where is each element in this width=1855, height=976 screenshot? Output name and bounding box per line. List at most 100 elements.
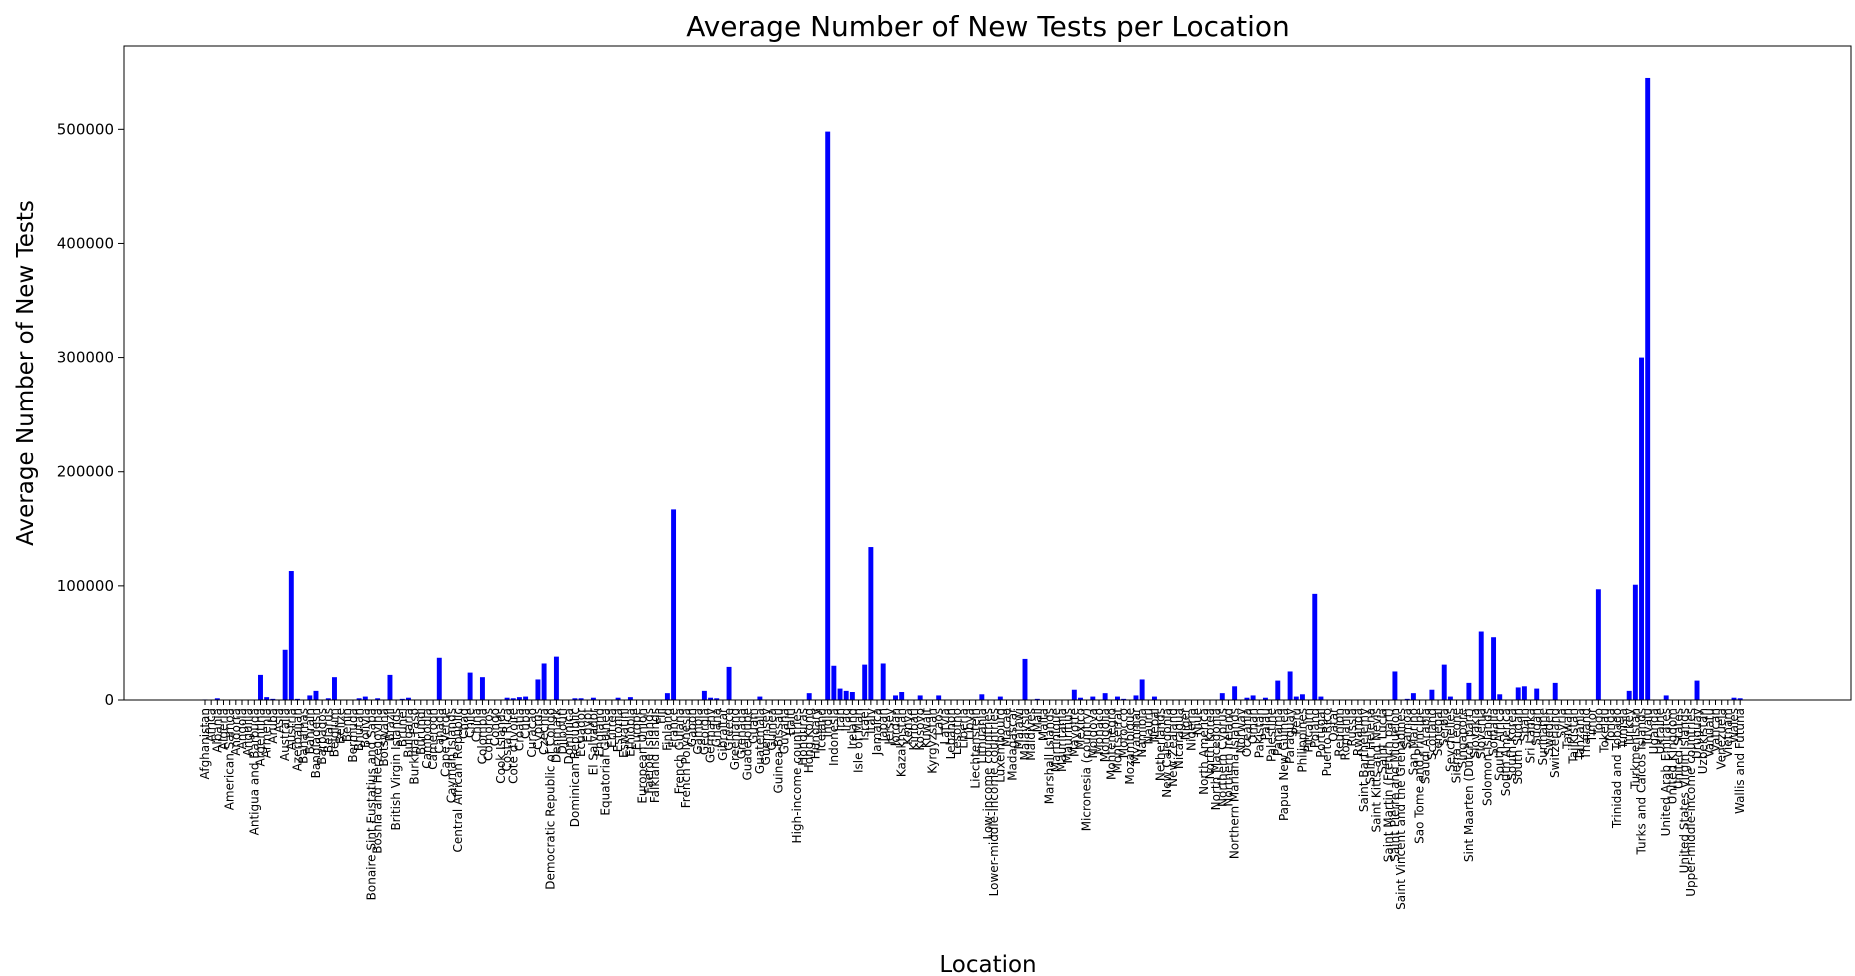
- bar: [1299, 694, 1305, 700]
- x-tick-label: Luxembourg: [993, 708, 1007, 783]
- x-tick-label: Europe: [630, 708, 644, 750]
- x-tick-label: Vanuatu: [1702, 708, 1716, 758]
- x-tick-label: Eritrea: [605, 708, 619, 748]
- y-tick-label: 200000: [57, 463, 114, 481]
- x-tick-label: Hungary: [808, 708, 822, 759]
- x-tick-label: Gabon: [685, 708, 699, 747]
- x-tick-label: Grenada: [734, 708, 748, 759]
- x-tick-label: Mauritania: [1055, 708, 1069, 772]
- x-tick-label: Faeroe Islands: [642, 708, 656, 794]
- x-tick-label: Namibia: [1135, 708, 1149, 758]
- bar: [258, 674, 263, 700]
- x-tick-label: Canada: [432, 708, 446, 754]
- x-tick-label: Panama: [1271, 708, 1285, 756]
- x-tick-label: Bolivia: [358, 708, 372, 748]
- x-tick-label: United Kingdom: [1665, 708, 1679, 804]
- bar: [1275, 680, 1281, 700]
- x-tick-label: Australia: [278, 708, 292, 761]
- bar: [1441, 664, 1447, 700]
- x-tick-label: Uruguay: [1690, 708, 1704, 759]
- x-tick-label: Serbia: [1437, 708, 1451, 746]
- y-tick-label: 400000: [57, 234, 114, 252]
- x-tick-label: Equatorial Guinea: [599, 708, 613, 816]
- bar: [1318, 696, 1324, 700]
- x-tick-label: Senegal: [1431, 708, 1445, 756]
- plot-frame: [123, 45, 1852, 701]
- bar: [578, 698, 584, 700]
- x-tick-label: Algeria: [216, 708, 230, 750]
- y-tick-label: 0: [104, 691, 114, 709]
- bar: [1626, 690, 1632, 700]
- x-tick-label: Eswatini: [617, 708, 631, 758]
- x-tick-label: Malta: [1036, 708, 1050, 741]
- x-tick-label: Wallis and Futuna: [1733, 708, 1747, 814]
- bar: [1250, 695, 1256, 700]
- x-tick-label: Belize: [334, 708, 348, 744]
- bar: [1663, 695, 1669, 700]
- x-tick-label: Lesotho: [950, 708, 964, 755]
- x-tick-label: Cyprus: [531, 708, 545, 750]
- x-tick-label: Estonia: [611, 708, 625, 752]
- x-tick-label: Oman: [1246, 708, 1260, 744]
- x-tick-label: Pitcairn: [1302, 708, 1316, 753]
- bar: [313, 690, 319, 700]
- bar: [979, 694, 985, 700]
- bar: [523, 696, 529, 700]
- x-tick-label: New Zealand: [1166, 708, 1180, 787]
- x-tick-label: South Korea: [1505, 708, 1519, 781]
- x-tick-label: Tonga: [1604, 708, 1618, 744]
- x-tick-label: Colombia: [475, 708, 489, 764]
- bar: [1115, 696, 1120, 700]
- y-tick-label: 300000: [57, 349, 114, 367]
- bar: [831, 665, 837, 700]
- x-tick-label: Saint Martin (French part): [1382, 708, 1396, 862]
- x-tick-label: Switzerland: [1548, 708, 1562, 778]
- x-tick-label: Italy: [864, 708, 878, 734]
- x-tick-label: Norway: [1234, 708, 1248, 754]
- x-tick-label: Guinea-Bissau: [771, 708, 785, 794]
- x-tick-label: Palestine: [1265, 708, 1279, 762]
- x-tick-label: Sierra Leone: [1450, 708, 1464, 783]
- bar: [837, 688, 843, 700]
- chart-title: Average Number of New Tests per Location: [686, 10, 1290, 43]
- x-tick-label: Burundi: [414, 708, 428, 755]
- bar: [849, 692, 855, 700]
- x-tick-label: Togo: [1591, 708, 1605, 737]
- bar: [479, 677, 485, 700]
- x-tick-label: Puerto Rico: [1320, 708, 1334, 776]
- x-tick-label: Greece: [722, 708, 736, 751]
- x-tick-label: Burkina Faso: [408, 708, 422, 785]
- x-tick-label: Solomon Islands: [1480, 708, 1494, 806]
- bar: [325, 698, 331, 700]
- bar: [714, 698, 720, 700]
- bar: [868, 547, 874, 700]
- x-tick-label: Saint Helena: [1363, 708, 1377, 785]
- x-tick-label: Jersey: [882, 708, 896, 746]
- x-tick-label: Turkmenistan: [1628, 708, 1642, 790]
- bar: [1491, 637, 1497, 700]
- bar: [1102, 693, 1108, 700]
- x-tick-label: Northern Mariana Islands: [1228, 708, 1242, 859]
- x-tick-label: Sudan: [1530, 708, 1544, 746]
- x-tick-label: Turks and Caicos Islands: [1635, 708, 1649, 855]
- bar: [1090, 696, 1096, 700]
- x-tick-label: Anguilla: [241, 708, 255, 756]
- bar: [1078, 697, 1083, 700]
- x-tick-label: Iceland: [815, 708, 829, 751]
- bar: [541, 663, 547, 700]
- bar: [1071, 689, 1077, 700]
- bar: [708, 697, 714, 700]
- x-tick-label: Azerbaijan: [290, 708, 304, 771]
- x-tick-label: Uzbekistan: [1696, 708, 1710, 774]
- x-tick-label: Malaysia: [1018, 708, 1032, 760]
- x-tick-label: Mongolia: [1098, 708, 1112, 762]
- bar: [399, 698, 405, 700]
- x-tick-label: Curacao: [525, 708, 539, 758]
- bar: [1219, 693, 1225, 700]
- x-tick-label: Saudi Arabia: [1419, 708, 1433, 784]
- x-tick-label: Northern Cyprus: [1215, 708, 1229, 807]
- x-tick-label: Nicaragua: [1172, 708, 1186, 769]
- x-tick-label: Cook Islands: [494, 708, 508, 784]
- x-tick-label: Iran: [833, 708, 847, 731]
- bar: [726, 666, 732, 700]
